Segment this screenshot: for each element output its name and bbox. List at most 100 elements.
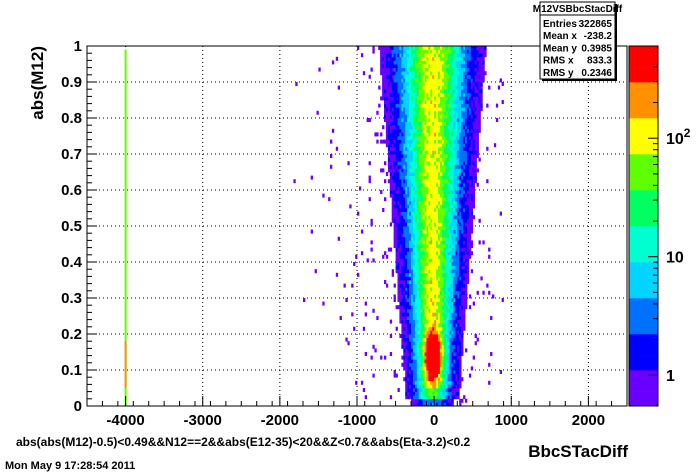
heatmap-cell bbox=[432, 143, 435, 148]
heatmap-cell bbox=[449, 388, 452, 392]
heatmap-cell bbox=[470, 168, 474, 173]
heatmap-cell bbox=[451, 326, 454, 331]
heatmap-cell bbox=[463, 229, 466, 234]
heatmap-cell bbox=[382, 60, 385, 65]
heatmap-cell bbox=[411, 211, 414, 216]
heatmap-cell bbox=[411, 67, 414, 72]
heatmap-cell bbox=[453, 388, 456, 392]
heatmap-cell bbox=[405, 179, 408, 184]
heatmap-cell bbox=[461, 398, 464, 403]
heatmap-cell bbox=[472, 71, 475, 76]
heatmap-cell bbox=[472, 64, 475, 68]
heatmap-cell bbox=[430, 236, 433, 241]
heatmap-cell bbox=[387, 100, 391, 104]
heatmap-cell bbox=[387, 164, 391, 169]
heatmap-cell bbox=[434, 352, 437, 356]
heatmap-cell bbox=[441, 330, 445, 335]
heatmap-cell bbox=[382, 92, 385, 97]
heatmap-cell bbox=[401, 326, 404, 331]
heatmap-cell bbox=[420, 312, 423, 317]
heatmap-cell bbox=[438, 125, 441, 130]
heatmap-cell bbox=[395, 132, 398, 137]
heatmap-cell bbox=[461, 211, 464, 216]
heatmap-cell bbox=[457, 53, 460, 58]
heatmap-cell bbox=[428, 298, 431, 302]
heatmap-cell bbox=[405, 337, 408, 342]
heatmap-cell bbox=[461, 334, 464, 338]
heatmap-cell bbox=[428, 49, 431, 54]
heatmap-cell bbox=[449, 272, 452, 277]
heatmap-cell bbox=[470, 182, 474, 187]
heatmap-cell bbox=[449, 211, 452, 216]
heatmap-cell bbox=[411, 161, 414, 166]
heatmap-cell bbox=[416, 370, 420, 374]
heatmap-cell bbox=[461, 262, 464, 266]
heatmap-cell bbox=[480, 56, 483, 61]
heatmap-cell bbox=[432, 341, 435, 346]
heatmap-cell bbox=[405, 168, 408, 173]
heatmap-cell bbox=[411, 53, 414, 58]
heatmap-cell bbox=[455, 323, 458, 328]
heatmap-cell bbox=[436, 132, 439, 137]
heatmap-cell bbox=[434, 312, 437, 317]
heatmap-cell bbox=[434, 71, 437, 76]
heatmap-cell bbox=[445, 74, 448, 79]
heatmap-cell bbox=[459, 146, 462, 151]
heatmap-cell bbox=[414, 348, 418, 353]
heatmap-cell bbox=[372, 308, 375, 313]
heatmap-cell bbox=[418, 251, 421, 256]
heatmap-cell bbox=[420, 110, 423, 115]
palette-band bbox=[629, 355, 658, 364]
heatmap-cell bbox=[399, 103, 402, 108]
heatmap-cell bbox=[389, 78, 393, 83]
heatmap-cell bbox=[432, 323, 435, 328]
heatmap-cell bbox=[443, 395, 447, 400]
heatmap-cell bbox=[397, 164, 400, 169]
heatmap-cell bbox=[457, 132, 460, 137]
heatmap-cell bbox=[430, 78, 433, 83]
heatmap-cell bbox=[455, 53, 458, 58]
heatmap-cell bbox=[451, 146, 454, 151]
heatmap-cell bbox=[399, 107, 402, 112]
heatmap-cell bbox=[426, 276, 429, 281]
heatmap-cell bbox=[447, 121, 450, 126]
heatmap-cell bbox=[384, 96, 387, 101]
palette-band bbox=[629, 154, 658, 162]
heatmap-cell bbox=[459, 262, 462, 266]
heatmap-cell bbox=[438, 362, 441, 367]
heatmap-cell bbox=[478, 49, 481, 54]
heatmap-cell bbox=[403, 107, 406, 112]
heatmap-cell bbox=[414, 74, 418, 79]
heatmap-cell bbox=[459, 312, 462, 317]
heatmap-cell bbox=[424, 89, 427, 94]
heatmap-cell bbox=[426, 186, 429, 191]
heatmap-cell bbox=[445, 78, 448, 83]
heatmap-cell bbox=[416, 352, 420, 356]
heatmap-cell bbox=[405, 312, 408, 317]
heatmap-cell bbox=[391, 175, 394, 180]
heatmap-cell bbox=[389, 157, 393, 162]
heatmap-cell bbox=[407, 240, 410, 245]
heatmap-cell bbox=[476, 132, 479, 137]
heatmap-cell bbox=[430, 125, 433, 130]
heatmap-cell bbox=[451, 200, 454, 205]
heatmap-cell bbox=[428, 395, 431, 400]
heatmap-cell bbox=[447, 89, 450, 94]
heatmap-cell bbox=[416, 298, 420, 302]
heatmap-cell bbox=[472, 186, 475, 191]
heatmap-cell bbox=[401, 96, 404, 101]
heatmap-cell bbox=[412, 344, 416, 349]
heatmap-cell bbox=[391, 96, 394, 101]
heatmap-cell bbox=[436, 215, 439, 220]
heatmap-cell bbox=[391, 211, 394, 216]
heatmap-cell bbox=[405, 348, 408, 353]
heatmap-cell bbox=[468, 222, 472, 227]
heatmap-cell bbox=[411, 254, 414, 259]
heatmap-cell bbox=[403, 204, 406, 209]
heatmap-cell bbox=[411, 154, 414, 158]
heatmap-cell bbox=[438, 218, 441, 223]
heatmap-cell bbox=[397, 182, 400, 187]
heatmap-cell bbox=[432, 215, 435, 220]
palette-band bbox=[629, 377, 658, 385]
heatmap-cell bbox=[412, 244, 416, 248]
